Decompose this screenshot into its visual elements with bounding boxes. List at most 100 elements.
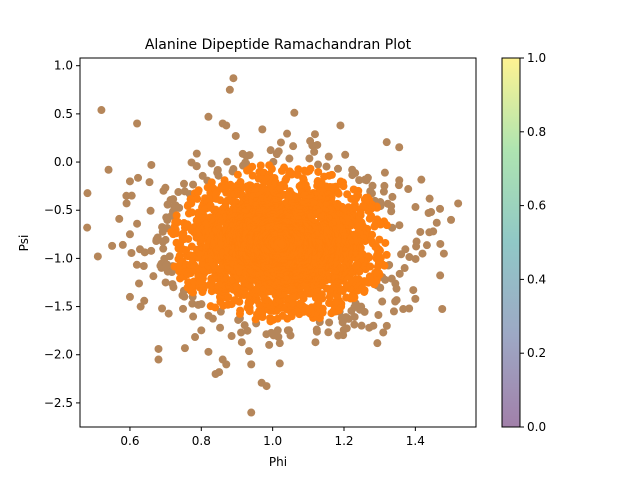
data-point — [365, 272, 374, 281]
data-point — [412, 242, 421, 251]
data-point — [233, 170, 242, 179]
data-point — [122, 199, 131, 208]
data-point — [400, 264, 409, 273]
data-point — [237, 328, 246, 337]
data-point — [159, 186, 168, 195]
data-point — [237, 338, 246, 347]
data-point — [266, 146, 275, 155]
data-point — [193, 188, 202, 197]
data-point — [211, 303, 220, 312]
data-point — [334, 331, 343, 340]
data-point — [308, 141, 317, 150]
data-point — [341, 150, 350, 159]
data-point — [382, 321, 391, 330]
data-point — [104, 165, 113, 174]
data-point — [436, 239, 445, 248]
data-point — [180, 179, 188, 188]
data-point — [394, 181, 403, 190]
data-point — [303, 167, 312, 176]
data-point — [388, 192, 397, 201]
data-point — [365, 323, 374, 332]
data-point — [93, 252, 102, 261]
data-point — [329, 307, 338, 316]
colorbar-ticks: 1.0 0.8 0.6 0.4 0.2 0.0 — [520, 51, 546, 434]
data-point — [378, 297, 387, 306]
data-point — [184, 234, 193, 243]
data-point — [175, 203, 184, 212]
y-tick-label: −2.0 — [44, 348, 73, 362]
data-point — [273, 326, 282, 335]
chart-title: Alanine Dipeptide Ramachandran Plot — [145, 37, 412, 53]
data-point — [310, 147, 319, 156]
data-point — [411, 203, 420, 212]
data-point — [175, 251, 184, 260]
data-point — [140, 296, 149, 305]
y-tick-label: −0.5 — [44, 203, 73, 217]
data-point — [247, 360, 256, 369]
data-point — [347, 194, 356, 203]
data-point — [125, 230, 134, 239]
data-point — [325, 318, 334, 327]
data-point — [399, 305, 408, 314]
data-point — [287, 170, 296, 179]
x-tick-label: 0.8 — [192, 434, 211, 448]
data-point — [125, 177, 134, 186]
data-point — [276, 138, 285, 147]
y-axis-ticks: 1.0 0.5 0.0 −0.5 −1.0 −1.5 −2.0 −2.5 — [44, 59, 80, 410]
data-point — [215, 368, 224, 377]
x-tick-label: 0.6 — [120, 434, 139, 448]
data-point — [216, 323, 225, 332]
data-point — [147, 246, 156, 255]
data-point — [125, 292, 134, 301]
data-point — [227, 332, 236, 341]
data-point — [350, 320, 359, 329]
data-point — [284, 326, 293, 335]
data-point — [276, 239, 285, 248]
data-point — [133, 219, 142, 228]
data-point — [383, 199, 392, 208]
colorbar — [502, 58, 520, 427]
data-point — [342, 293, 351, 302]
data-point — [258, 125, 267, 134]
data-point — [247, 408, 256, 417]
data-point — [411, 254, 420, 263]
data-point — [382, 138, 391, 147]
data-point — [243, 166, 252, 175]
y-axis-label: Psi — [17, 235, 31, 252]
data-point — [146, 206, 155, 215]
data-point — [231, 131, 240, 140]
data-point — [127, 248, 136, 257]
data-point — [365, 214, 374, 223]
data-point — [191, 333, 200, 342]
data-point — [275, 359, 284, 368]
data-point — [192, 162, 201, 171]
data-point — [379, 187, 388, 196]
data-point — [278, 311, 287, 320]
data-point — [348, 291, 357, 300]
data-point — [189, 312, 198, 321]
data-point — [324, 328, 333, 337]
data-point — [311, 338, 320, 347]
data-point — [240, 321, 249, 330]
data-point — [161, 278, 170, 287]
y-tick-label: −2.5 — [44, 396, 73, 410]
data-point — [374, 310, 383, 319]
y-tick-label: −1.5 — [44, 300, 73, 314]
data-point — [165, 252, 174, 261]
data-point — [229, 74, 238, 83]
data-point — [387, 274, 396, 283]
data-point — [242, 152, 251, 161]
data-point — [222, 360, 231, 369]
data-point — [334, 189, 343, 198]
data-point — [312, 325, 321, 334]
colorbar-tick-label: 0.4 — [527, 272, 546, 286]
x-axis-label: Phi — [269, 455, 287, 469]
data-point — [97, 106, 106, 115]
data-point — [422, 241, 431, 250]
data-point — [339, 182, 348, 191]
data-point — [357, 321, 366, 330]
x-axis-ticks: 0.6 0.8 1.0 1.2 1.4 — [120, 427, 425, 448]
data-point — [180, 292, 189, 301]
data-point — [438, 305, 447, 313]
data-point — [387, 207, 396, 216]
